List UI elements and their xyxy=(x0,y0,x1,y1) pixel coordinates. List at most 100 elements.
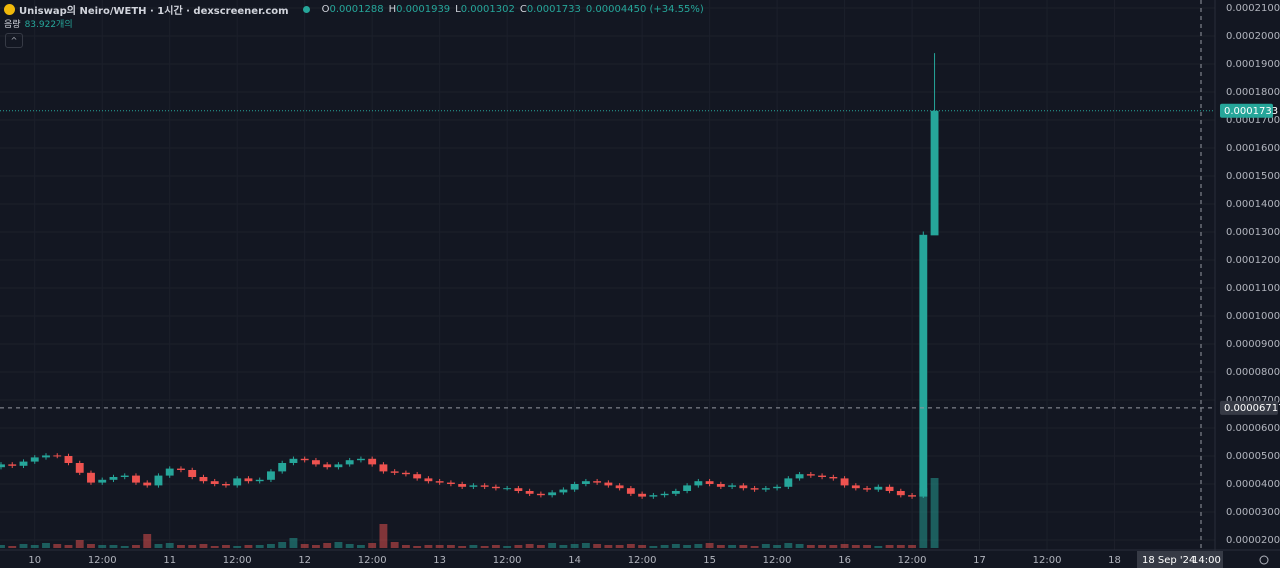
volume-bar xyxy=(334,542,343,548)
volume-bar xyxy=(548,543,557,548)
ohlc-key: C xyxy=(519,3,527,15)
volume-bar xyxy=(761,544,770,548)
candle-body xyxy=(413,474,422,479)
candle-body xyxy=(739,485,748,489)
candle-body xyxy=(548,492,557,496)
candle-body xyxy=(379,464,388,472)
candle-body xyxy=(109,476,118,480)
candle-body xyxy=(908,495,916,497)
candle-body xyxy=(851,485,860,489)
candle-body xyxy=(469,485,478,487)
volume-bar xyxy=(514,545,523,548)
volume-bar xyxy=(356,545,365,548)
settings-icon[interactable] xyxy=(1259,555,1269,565)
volume-bar xyxy=(87,544,95,548)
candle-body xyxy=(626,488,635,494)
candle-body xyxy=(705,481,714,484)
volume-bar xyxy=(8,546,17,548)
x-tick-label: 12:00 xyxy=(628,555,657,566)
candle-body xyxy=(930,110,939,236)
candle-body xyxy=(728,485,737,487)
candle-body xyxy=(446,482,455,484)
candle-body xyxy=(649,495,658,497)
candle-body xyxy=(773,486,782,489)
candle-body xyxy=(638,493,647,497)
candle-body xyxy=(53,455,62,457)
volume-bar xyxy=(368,543,377,548)
volume-bar xyxy=(840,544,849,548)
candle-body xyxy=(761,488,770,490)
volume-bar xyxy=(795,544,804,548)
candle-body xyxy=(323,464,332,468)
candle-body xyxy=(694,481,703,486)
candle-body xyxy=(615,485,624,489)
volume-bar xyxy=(863,545,872,548)
candle-body xyxy=(334,464,343,468)
candle-body xyxy=(424,478,433,482)
x-tick-label: 18 xyxy=(1108,555,1121,566)
volume-bar xyxy=(750,546,759,548)
candle-body xyxy=(177,468,185,470)
crosshair-time-label: 14:00 xyxy=(1192,555,1221,566)
volume-bar xyxy=(390,542,399,548)
volume-bar xyxy=(469,545,478,548)
volume-bar xyxy=(222,545,230,548)
candle-body xyxy=(503,488,512,490)
volume-bar xyxy=(649,546,658,548)
volume-bar xyxy=(267,544,275,548)
volume-bar xyxy=(660,545,669,548)
volume-bar xyxy=(210,546,219,548)
volume-bar xyxy=(255,545,264,548)
candle-body xyxy=(570,483,579,490)
candle-body xyxy=(120,475,129,477)
last-price-label: 0.0001733 xyxy=(1224,106,1278,117)
candle-body xyxy=(165,468,174,476)
candle-body xyxy=(345,460,354,465)
volume-bar xyxy=(919,488,928,548)
volume-bar xyxy=(559,545,568,548)
y-tick-label: 0.0001800 xyxy=(1226,87,1280,98)
collapse-button[interactable]: ^ xyxy=(5,33,23,48)
volume-bar xyxy=(716,545,725,548)
candle-body xyxy=(750,488,759,490)
status-dot xyxy=(302,5,310,13)
volume-bar xyxy=(199,544,208,548)
y-tick-label: 0.0001900 xyxy=(1226,59,1280,70)
volume-bar xyxy=(593,544,602,548)
x-tick-label: 16 xyxy=(838,555,851,566)
token-icon xyxy=(4,3,15,15)
x-tick-label: 15 xyxy=(703,555,716,566)
volume-value: 83.922개의 xyxy=(24,20,73,30)
x-tick-label: 12:00 xyxy=(763,555,792,566)
x-tick-label: 12:00 xyxy=(898,555,927,566)
volume-bar xyxy=(435,545,444,548)
candle-body xyxy=(233,478,242,486)
ohlc-key: H xyxy=(388,3,397,15)
candle-body xyxy=(829,476,838,479)
volume-bar xyxy=(694,544,703,548)
candle-body xyxy=(885,486,894,491)
volume-bar xyxy=(581,543,590,548)
candle-body xyxy=(356,458,365,461)
volume-bar xyxy=(75,540,84,548)
candle-body xyxy=(199,476,208,482)
volume-bar xyxy=(491,545,500,548)
last-price-box xyxy=(1220,103,1273,118)
volume-bar xyxy=(896,545,905,548)
volume-bar xyxy=(42,543,50,548)
volume-bar xyxy=(874,546,883,548)
ohlc-key: L xyxy=(455,3,461,15)
candle-body xyxy=(514,488,523,491)
y-tick-label: 0.0001700 xyxy=(1226,115,1280,126)
x-tick-label: 13 xyxy=(433,555,446,566)
candle-body xyxy=(188,469,197,477)
x-tick-label: 12 xyxy=(298,555,311,566)
x-tick-label: 12:00 xyxy=(88,555,117,566)
volume-bar xyxy=(671,544,680,548)
volume-bar xyxy=(604,545,613,548)
volume-bar xyxy=(109,545,118,548)
candle-body xyxy=(536,493,545,496)
change: 0.00004450 (+34.55%) xyxy=(585,3,704,15)
